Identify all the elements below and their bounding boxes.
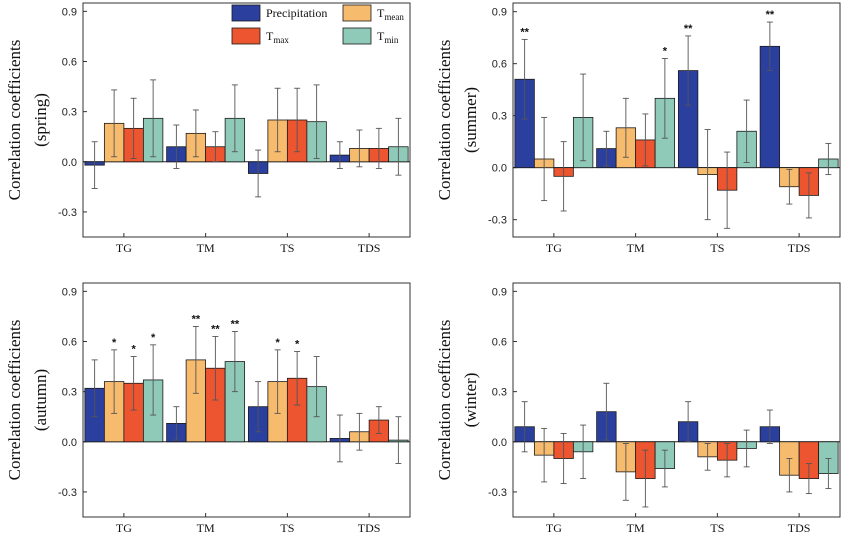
season-label: (winter) xyxy=(461,373,480,428)
significance-marker: ** xyxy=(766,9,775,21)
legend: Precipitation Tmean Tmax Tmin xyxy=(231,4,404,45)
y-tick-label: 0.9 xyxy=(492,7,507,19)
x-tick-label: TDS xyxy=(788,241,811,255)
y-tick-label: -0.3 xyxy=(58,207,77,219)
y-tick-label: 0.6 xyxy=(492,337,507,349)
x-tick-label: TM xyxy=(627,521,645,533)
x-tick-label: TS xyxy=(280,521,294,533)
legend-label: Precipitation xyxy=(266,6,327,20)
y-axis-label: Correlation coefficients xyxy=(5,320,24,481)
significance-marker: ** xyxy=(684,23,693,35)
season-label: (autumn) xyxy=(31,369,50,431)
y-tick-label: 0.6 xyxy=(62,57,77,69)
y-axis-label: Correlation coefficients xyxy=(435,40,454,201)
x-tick-label: TG xyxy=(116,241,132,255)
significance-marker: * xyxy=(275,337,280,349)
x-tick-label: TDS xyxy=(358,521,381,533)
legend-label: Tmin xyxy=(377,29,399,45)
x-tick-label: TS xyxy=(710,241,724,255)
season-label: (spring) xyxy=(31,93,50,147)
plot-frame xyxy=(512,282,841,518)
y-tick-label: 0.3 xyxy=(62,387,77,399)
significance-marker: * xyxy=(663,45,668,57)
panel-summer: -0.3 0.0 0.3 0.6 0.9 Correlation coefficients… xyxy=(435,2,841,255)
y-tick-label: 0.3 xyxy=(62,107,77,119)
y-tick-label: 0.6 xyxy=(62,337,77,349)
legend-label: Tmax xyxy=(266,29,289,45)
legend-swatch xyxy=(342,4,372,22)
x-tick-label: TG xyxy=(546,241,562,255)
legend-swatch xyxy=(342,27,372,45)
y-tick-label: 0.0 xyxy=(62,157,77,169)
y-tick-label: 0.0 xyxy=(492,437,507,449)
panel-autumn: -0.3 0.0 0.3 0.6 0.9 Correlation coefficients… xyxy=(5,282,411,533)
significance-marker: * xyxy=(112,337,117,349)
y-tick-label: 0.3 xyxy=(492,111,507,123)
panel-spring: -0.3 0.0 0.3 0.6 0.9 Correlation coefficients… xyxy=(5,2,411,255)
significance-marker: * xyxy=(295,339,300,351)
x-tick-label: TDS xyxy=(358,241,381,255)
plot-frame xyxy=(82,282,411,518)
plot-frame xyxy=(512,2,841,238)
y-axis-label: Correlation coefficients xyxy=(435,320,454,481)
y-tick-label: -0.3 xyxy=(488,215,507,227)
significance-marker: * xyxy=(151,332,156,344)
x-tick-label: TS xyxy=(280,241,294,255)
plot-frame xyxy=(82,2,411,238)
significance-marker: ** xyxy=(211,323,220,335)
panel-winter: -0.3 0.0 0.3 0.6 0.9 Correlation coefficients… xyxy=(435,282,841,533)
significance-marker: ** xyxy=(520,26,529,38)
significance-marker: ** xyxy=(192,313,201,325)
y-tick-label: 0.3 xyxy=(492,387,507,399)
x-tick-label: TG xyxy=(546,521,562,533)
y-tick-label: 0.9 xyxy=(62,286,77,298)
significance-marker: ** xyxy=(231,318,240,330)
y-tick-label: 0.0 xyxy=(492,163,507,175)
legend-label: Tmean xyxy=(377,6,404,22)
x-tick-label: TS xyxy=(710,521,724,533)
significance-marker: * xyxy=(131,344,136,356)
x-tick-label: TG xyxy=(116,521,132,533)
x-tick-label: TM xyxy=(627,241,645,255)
y-tick-label: 0.9 xyxy=(62,6,77,18)
x-tick-label: TM xyxy=(197,521,215,533)
legend-swatch xyxy=(231,27,261,45)
legend-swatch xyxy=(231,4,261,22)
x-tick-label: TM xyxy=(197,241,215,255)
season-label: (summer) xyxy=(461,87,480,153)
y-tick-label: 0.6 xyxy=(492,59,507,71)
y-tick-label: 0.0 xyxy=(62,437,77,449)
y-tick-label: -0.3 xyxy=(488,487,507,499)
y-tick-label: 0.9 xyxy=(492,286,507,298)
y-tick-label: -0.3 xyxy=(58,487,77,499)
y-axis-label: Correlation coefficients xyxy=(5,40,24,201)
x-tick-label: TDS xyxy=(788,521,811,533)
